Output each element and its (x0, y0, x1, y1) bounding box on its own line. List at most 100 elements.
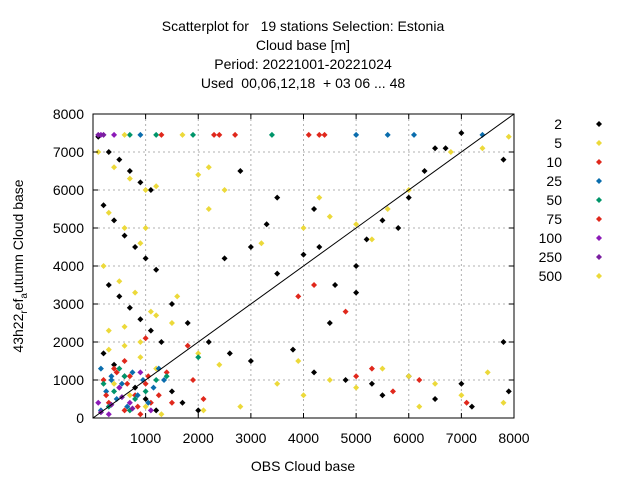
data-point (147, 187, 154, 193)
chart-title: Scatterplot for 19 stations Selection: E… (162, 18, 445, 91)
data-point (153, 266, 160, 273)
data-point (100, 202, 107, 209)
data-point (368, 380, 375, 387)
data-point (274, 270, 281, 277)
data-point (137, 179, 144, 186)
data-point (137, 354, 144, 361)
data-point (479, 131, 486, 138)
legend-marker (596, 159, 602, 165)
series-10 (100, 131, 470, 418)
data-point (405, 194, 412, 201)
data-point (311, 206, 318, 212)
legend-label: 100 (539, 230, 563, 246)
y-tick-label: 4000 (53, 258, 84, 274)
data-point (500, 339, 507, 345)
data-point (111, 388, 118, 395)
data-point (100, 377, 107, 383)
title-line-3: Period: 20221001-20221024 (214, 56, 392, 72)
data-point (118, 380, 125, 387)
data-point (142, 255, 149, 262)
legend-label: 50 (546, 192, 562, 208)
data-point (126, 304, 133, 311)
y-axis-label: 43h22refautumn Cloud base (10, 179, 30, 352)
y-tick-label: 2000 (53, 334, 84, 350)
data-point (121, 407, 128, 414)
data-point (142, 388, 149, 395)
legend-item-100: 100 (539, 230, 602, 246)
x-tick-label: 8000 (498, 430, 529, 446)
legend-marker (596, 216, 602, 222)
data-point (200, 407, 207, 414)
data-point (105, 149, 112, 155)
data-point (353, 373, 360, 380)
legend-label: 75 (546, 211, 562, 227)
data-point (137, 411, 144, 418)
data-point (205, 206, 212, 212)
data-point (458, 392, 465, 399)
data-point (179, 131, 186, 138)
data-point (142, 380, 149, 387)
data-point (113, 369, 120, 376)
grid (93, 114, 514, 418)
data-point (447, 149, 454, 155)
series-50 (100, 131, 275, 414)
data-point (168, 388, 175, 395)
data-point (189, 131, 196, 138)
legend-item-500: 500 (539, 268, 602, 284)
data-point (432, 380, 439, 387)
data-point (479, 145, 486, 152)
data-point (105, 327, 112, 334)
legend-marker (596, 254, 602, 260)
data-point (126, 392, 133, 399)
data-point (179, 399, 186, 406)
y-axis-label-tail: utumn Cloud base (10, 179, 26, 293)
data-point (95, 149, 102, 155)
data-point (316, 131, 323, 138)
data-point (142, 403, 149, 410)
data-point (150, 384, 157, 391)
data-point (342, 377, 349, 383)
data-point (300, 251, 307, 258)
data-point (126, 175, 133, 182)
data-point (211, 131, 218, 138)
legend-item-250: 250 (539, 249, 602, 265)
data-point (247, 358, 254, 364)
data-point (216, 131, 223, 138)
legend-label: 250 (539, 249, 563, 265)
data-point (295, 358, 302, 364)
data-point (100, 350, 107, 357)
data-point (108, 377, 115, 383)
data-point (458, 380, 465, 387)
data-point (411, 131, 418, 138)
data-point (111, 380, 118, 387)
data-point (195, 350, 202, 357)
data-point (129, 405, 136, 412)
data-point (105, 282, 112, 288)
data-point (205, 164, 212, 171)
data-point (126, 131, 133, 138)
legend-marker (596, 273, 602, 279)
legend-item-10: 10 (546, 154, 602, 170)
data-point (126, 399, 133, 406)
data-point (111, 361, 118, 368)
data-point (145, 373, 152, 380)
data-point (97, 365, 104, 372)
y-tick-label: 6000 (53, 182, 84, 198)
data-point (247, 244, 254, 250)
y-axis-label-sub2: a (19, 293, 30, 299)
data-point (300, 225, 307, 231)
data-point (195, 407, 202, 414)
data-point (161, 377, 168, 383)
data-point (311, 282, 318, 288)
legend-label: 5 (554, 135, 562, 151)
data-point (121, 342, 128, 349)
data-point (124, 380, 131, 387)
data-point (142, 187, 149, 193)
data-point (200, 396, 207, 402)
data-point (405, 373, 412, 380)
data-point (421, 168, 428, 174)
data-point (332, 282, 339, 288)
data-point (168, 301, 175, 307)
data-point (168, 399, 175, 406)
data-point (416, 403, 423, 410)
